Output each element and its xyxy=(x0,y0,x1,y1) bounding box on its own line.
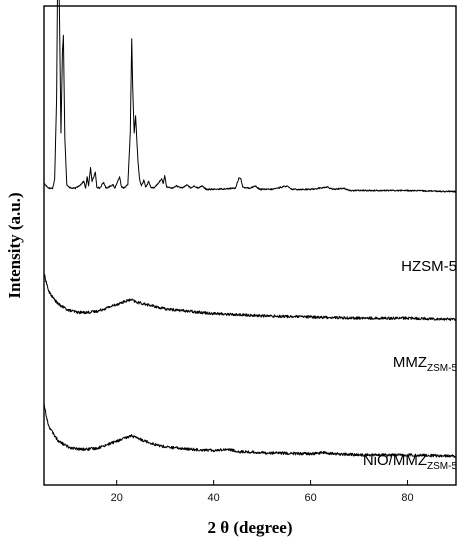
series-labels: HZSM-5 MMZZSM-5 NiO/MMZZSM-5 xyxy=(363,258,458,472)
x-tick-label: 20 xyxy=(111,492,123,504)
series-trace xyxy=(43,273,457,322)
series-trace xyxy=(43,403,457,458)
series-label: MMZZSM-5 xyxy=(393,354,458,374)
series-traces xyxy=(43,0,457,458)
series-trace xyxy=(43,0,457,193)
y-axis-title: Intensity (a.u.) xyxy=(5,192,24,298)
x-tick-label: 60 xyxy=(304,492,316,504)
x-tick-label: 80 xyxy=(401,492,413,504)
x-axis-ticks: 20 40 60 80 xyxy=(111,480,414,504)
series-label: HZSM-5 xyxy=(401,258,457,275)
series-label: NiO/MMZZSM-5 xyxy=(363,452,458,472)
x-axis-title: 2 θ (degree) xyxy=(207,518,292,537)
plot-frame xyxy=(43,5,457,486)
x-tick-label: 40 xyxy=(208,492,220,504)
